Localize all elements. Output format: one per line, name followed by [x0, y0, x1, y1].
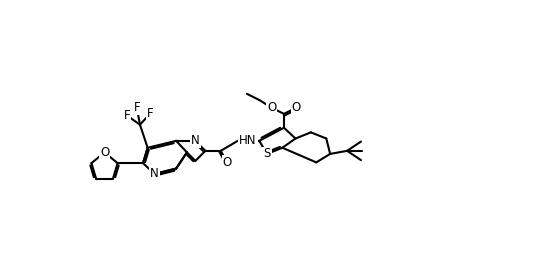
Text: O: O [222, 156, 232, 169]
Text: O: O [100, 146, 109, 159]
Text: O: O [267, 101, 276, 114]
Text: N: N [191, 134, 200, 147]
Text: F: F [147, 107, 153, 120]
Text: S: S [263, 147, 271, 161]
Text: O: O [292, 101, 301, 114]
Text: HN: HN [239, 134, 257, 147]
Text: F: F [133, 101, 140, 114]
Text: N: N [150, 167, 159, 180]
Text: F: F [123, 109, 130, 122]
